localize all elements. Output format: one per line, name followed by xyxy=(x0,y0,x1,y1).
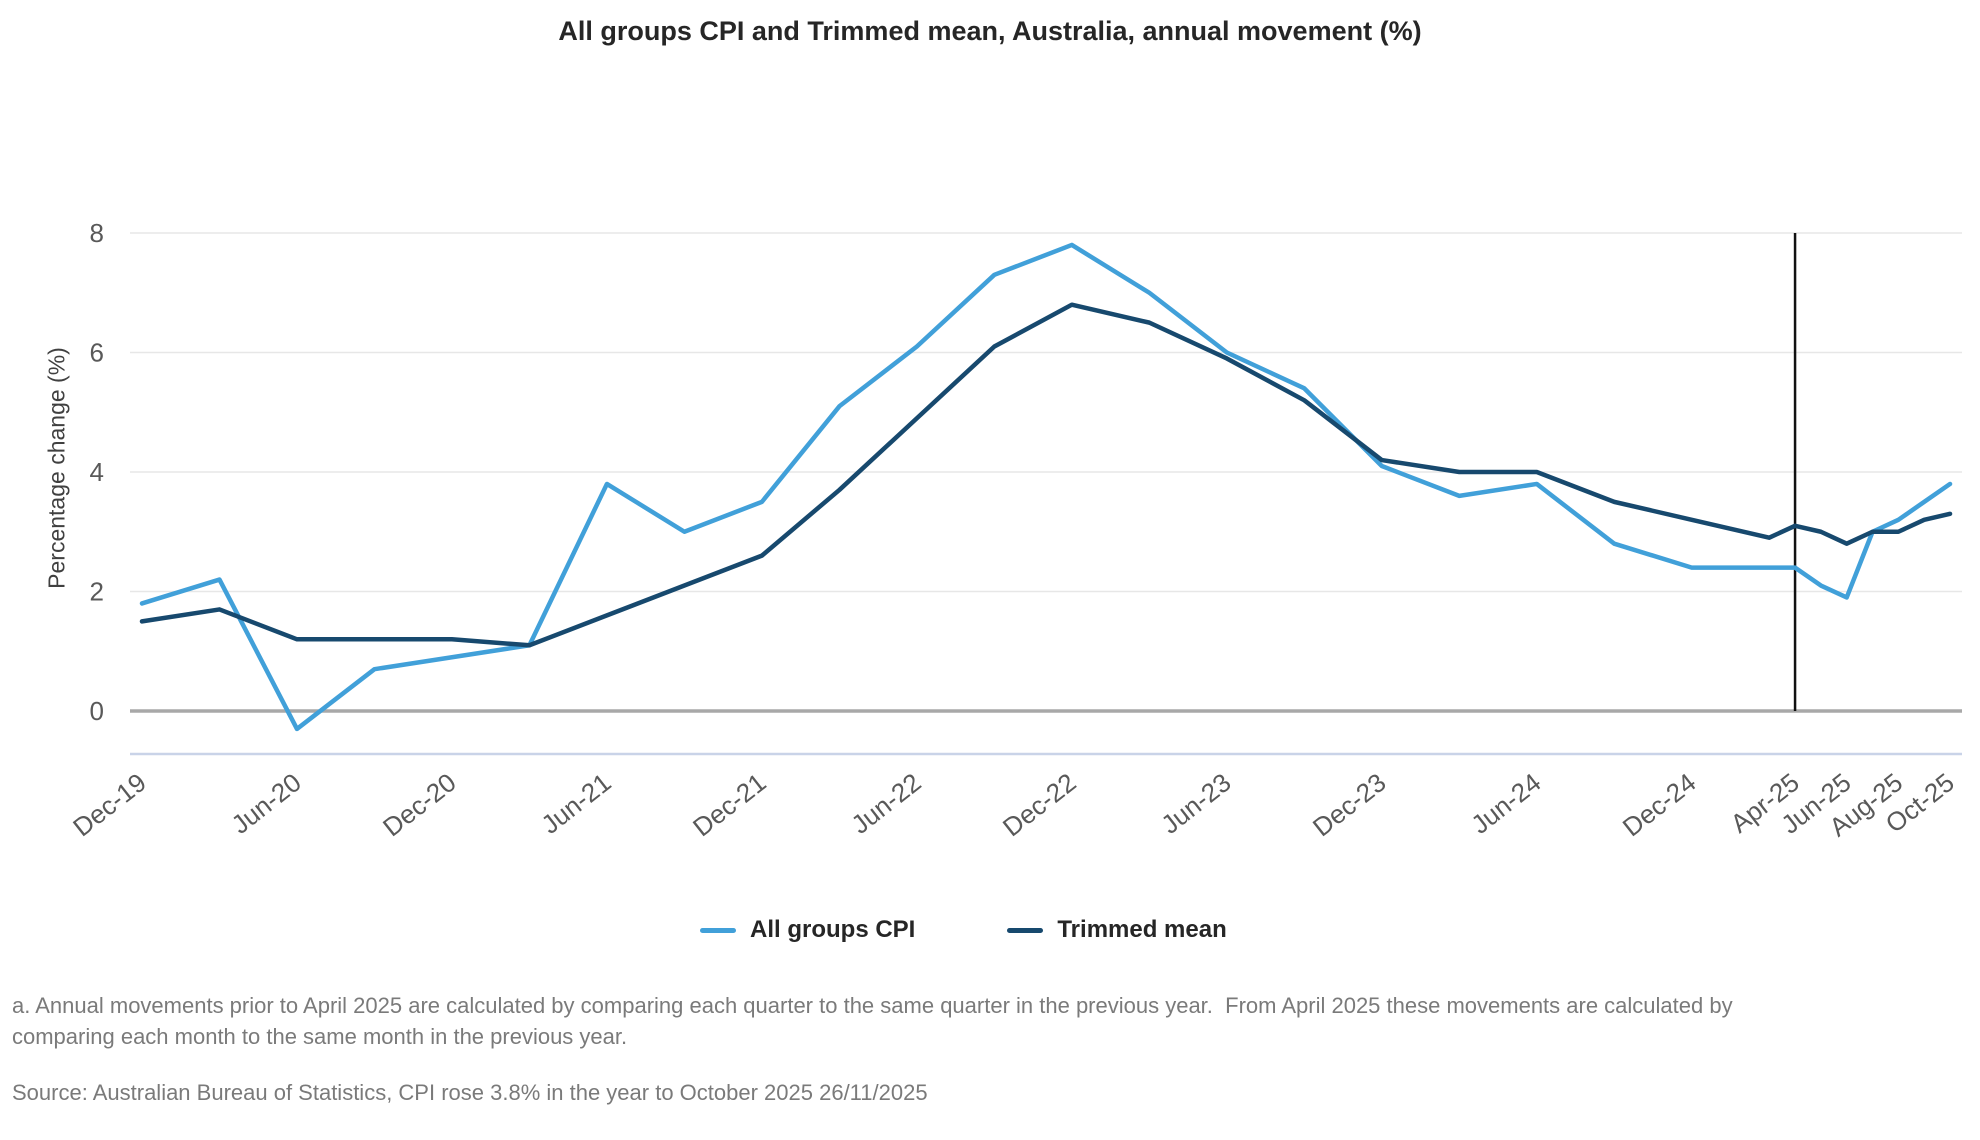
footnote: a. Annual movements prior to April 2025 … xyxy=(12,993,1739,1050)
source-note: Source: Australian Bureau of Statistics,… xyxy=(12,1080,928,1105)
legend-item-cpi: All groups CPI xyxy=(700,916,915,944)
x-tick-label-Dec-23: Dec-23 xyxy=(1307,767,1392,842)
cpi-line-swatch xyxy=(700,927,736,933)
x-tick-label-Jun-22: Jun-22 xyxy=(845,767,926,840)
x-tick-label-Jun-23: Jun-23 xyxy=(1155,767,1236,840)
x-tick-label-Jun-20: Jun-20 xyxy=(226,767,307,840)
trimmed-mean-line-swatch xyxy=(1007,927,1044,933)
trimmed-mean-line xyxy=(139,302,1953,648)
y-tick-label-8: 8 xyxy=(90,218,104,248)
line-chart: 0 2 4 6 8 Dec-19 Jun-20 Dec-20 Jun-21 Dec-21 Jun-2… xyxy=(67,218,1962,842)
cpi-line xyxy=(139,242,1953,732)
chart-title: All groups CPI and Trimmed mean, Austral… xyxy=(558,16,1422,46)
legend-label-cpi: All groups CPI xyxy=(750,916,916,943)
legend: All groups CPI Trimmed mean xyxy=(700,916,1227,944)
x-tick-label-Dec-22: Dec-22 xyxy=(997,767,1082,842)
x-tick-label-Dec-20: Dec-20 xyxy=(377,767,462,842)
legend-label-trimmed-mean: Trimmed mean xyxy=(1057,916,1227,943)
y-tick-label-2: 2 xyxy=(90,577,104,607)
legend-item-trimmed-mean: Trimmed mean xyxy=(1007,916,1227,944)
y-tick-label-4: 4 xyxy=(90,457,104,487)
x-tick-label-Jun-24: Jun-24 xyxy=(1465,767,1546,840)
x-tick-label-Jun-21: Jun-21 xyxy=(535,767,616,840)
y-tick-label-6: 6 xyxy=(90,338,104,368)
x-tick-label-Dec-24: Dec-24 xyxy=(1617,767,1702,842)
x-tick-label-Dec-19: Dec-19 xyxy=(67,767,152,842)
x-tick-label-Dec-21: Dec-21 xyxy=(687,767,772,842)
y-tick-label-0: 0 xyxy=(90,696,104,726)
